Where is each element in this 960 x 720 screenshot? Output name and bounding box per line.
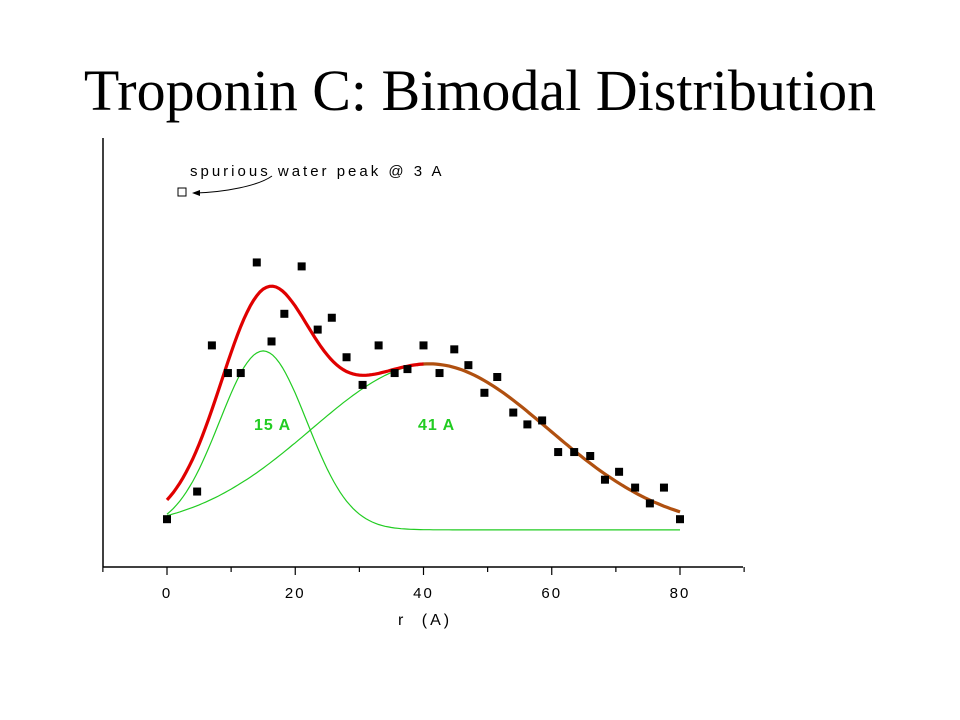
x-axis-label-variable: r <box>398 612 406 629</box>
annotation-leader-line <box>195 175 273 194</box>
total-fit-curve <box>165 284 424 501</box>
data-point <box>676 515 684 524</box>
peak-label-15: 15 A <box>254 417 291 434</box>
data-point <box>538 416 547 425</box>
data-point <box>600 475 609 484</box>
annotation-text: spurious water peak @ 3 A <box>190 163 445 180</box>
data-point <box>523 420 532 429</box>
spurious-peak-marker <box>177 187 187 197</box>
total-fit-tail <box>416 362 681 514</box>
data-point <box>223 369 232 378</box>
data-point <box>659 483 668 492</box>
x-tick-label: 0 <box>162 585 172 602</box>
x-tick-label: 60 <box>541 585 562 602</box>
data-point <box>207 341 216 350</box>
data-point <box>554 448 563 457</box>
component-curves <box>166 350 681 531</box>
data-point <box>358 380 367 389</box>
data-point <box>631 483 640 492</box>
data-point <box>419 341 428 350</box>
data-point <box>645 499 654 508</box>
arrow-head-icon <box>192 190 200 196</box>
data-point <box>327 313 336 322</box>
data-point <box>464 361 473 370</box>
data-point <box>480 388 489 397</box>
x-tick-label: 40 <box>413 585 434 602</box>
data-point <box>586 452 595 460</box>
data-point <box>374 341 383 350</box>
data-point <box>403 365 412 374</box>
data-point <box>193 487 202 496</box>
data-point <box>570 448 579 457</box>
data-point <box>342 353 351 362</box>
data-point <box>297 262 306 271</box>
data-points <box>163 258 684 524</box>
data-point <box>450 345 459 354</box>
slide-title: Troponin C: Bimodal Distribution <box>83 58 877 123</box>
data-point <box>615 467 624 476</box>
data-point <box>267 337 276 346</box>
data-point <box>435 369 444 378</box>
total-fit <box>165 284 681 514</box>
data-point <box>280 309 289 318</box>
x-tick-labels: 0 20 40 60 80 <box>162 585 691 602</box>
data-point <box>163 515 171 524</box>
data-point <box>509 408 518 417</box>
x-ticks <box>102 567 745 575</box>
data-point <box>313 325 322 334</box>
data-point <box>252 258 261 267</box>
data-point <box>236 369 245 378</box>
data-point <box>493 373 502 381</box>
x-tick-label: 20 <box>285 585 306 602</box>
peak-label-41: 41 A <box>418 417 455 434</box>
x-axis-label: r (A) <box>398 612 452 629</box>
component-curve-15 <box>166 350 680 531</box>
x-tick-label: 80 <box>670 585 691 602</box>
spurious-peak-annotation: spurious water peak @ 3 A <box>177 163 445 197</box>
x-axis-label-unit: (A) <box>422 612 452 629</box>
component-curve-41 <box>166 363 681 517</box>
data-point <box>390 369 399 378</box>
